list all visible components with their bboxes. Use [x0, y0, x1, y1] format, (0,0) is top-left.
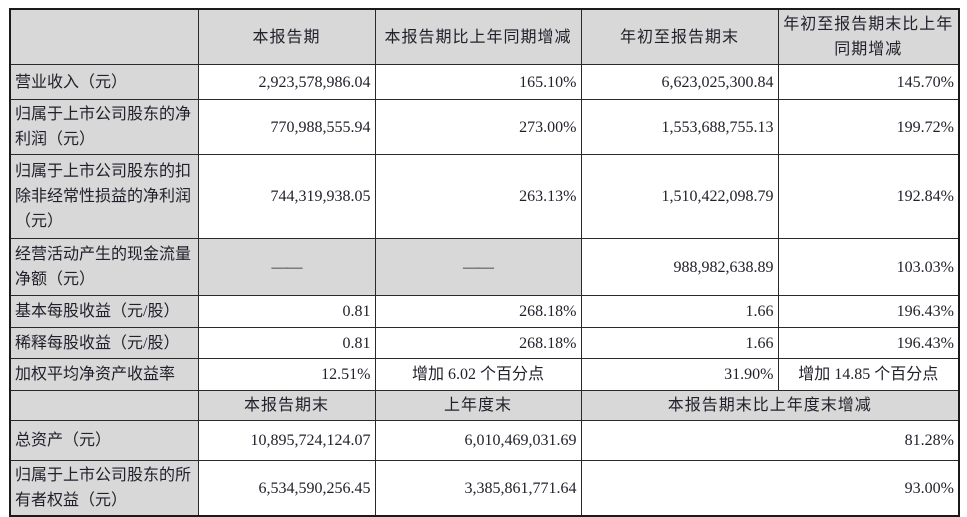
table-row-weighted-avg-roe: 加权平均净资产收益率 12.51% 增加 6.02 个百分点 31.90% 增加…: [9, 358, 960, 391]
header-yoy-change: 本报告期比上年同期增减: [374, 8, 582, 65]
header-corner-cell: [9, 390, 199, 421]
row-label: 营业收入（元）: [9, 64, 199, 100]
cell-value: 988,982,638.89: [580, 238, 779, 296]
cell-value: 192.84%: [777, 154, 960, 239]
cell-value: 145.70%: [777, 64, 960, 100]
cell-value: 81.28%: [580, 420, 960, 461]
row-label: 基本每股收益（元/股）: [9, 295, 199, 328]
row-label: 归属于上市公司股东的扣除非经常性损益的净利润（元）: [9, 154, 199, 239]
row-label: 加权平均净资产收益率: [9, 358, 199, 391]
cell-value: 10,895,724,124.07: [197, 420, 376, 461]
header-corner-cell: [9, 8, 199, 65]
cell-value: 2,923,578,986.04: [197, 64, 376, 100]
cell-value: 770,988,555.94: [197, 99, 376, 155]
table-row-operating-cash-flow: 经营活动产生的现金流量净额（元） —— —— 988,982,638.89 10…: [9, 238, 960, 296]
cell-value: 103.03%: [777, 238, 960, 296]
table-row-shareholders-equity: 归属于上市公司股东的所有者权益（元） 6,534,590,256.45 3,38…: [9, 460, 960, 517]
cell-value: 1.66: [580, 327, 779, 359]
cell-value: 199.72%: [777, 99, 960, 155]
cell-value: 1.66: [580, 295, 779, 328]
cell-value: 1,553,688,755.13: [580, 99, 779, 155]
table-row-net-profit: 归属于上市公司股东的净利润（元） 770,988,555.94 273.00% …: [9, 99, 960, 155]
cell-value: 165.10%: [374, 64, 582, 100]
cell-value: 744,319,938.05: [197, 154, 376, 239]
table-row-diluted-eps: 稀释每股收益（元/股） 0.81 268.18% 1.66 196.43%: [9, 327, 960, 359]
table-row-revenue: 营业收入（元） 2,923,578,986.04 165.10% 6,623,0…: [9, 64, 960, 100]
cell-value: 273.00%: [374, 99, 582, 155]
header-period-end-change: 本报告期末比上年度末增减: [580, 390, 960, 421]
cell-dash: ——: [197, 238, 376, 296]
cell-value: 6,623,025,300.84: [580, 64, 779, 100]
header-ytd-yoy-change: 年初至报告期末比上年同期增减: [777, 8, 960, 65]
header-row-period-end: 本报告期末 上年度末 本报告期末比上年度末增减: [9, 390, 960, 421]
table-row-basic-eps: 基本每股收益（元/股） 0.81 268.18% 1.66 196.43%: [9, 295, 960, 328]
cell-value: 93.00%: [580, 460, 960, 517]
cell-value: 6,010,469,031.69: [374, 420, 582, 461]
header-current-period: 本报告期: [197, 8, 376, 65]
table-row-total-assets: 总资产（元） 10,895,724,124.07 6,010,469,031.6…: [9, 420, 960, 461]
cell-value: 1,510,422,098.79: [580, 154, 779, 239]
cell-value: 6,534,590,256.45: [197, 460, 376, 517]
cell-value: 增加 6.02 个百分点: [374, 358, 582, 391]
row-label: 归属于上市公司股东的所有者权益（元）: [9, 460, 199, 517]
cell-value: 增加 14.85 个百分点: [777, 358, 960, 391]
cell-value: 31.90%: [580, 358, 779, 391]
row-label: 稀释每股收益（元/股）: [9, 327, 199, 359]
financial-summary-table-wrap: 本报告期 本报告期比上年同期增减 年初至报告期末 年初至报告期末比上年同期增减 …: [9, 8, 960, 517]
header-prior-year-end: 上年度末: [374, 390, 582, 421]
cell-value: 268.18%: [374, 327, 582, 359]
financial-summary-table: 本报告期 本报告期比上年同期增减 年初至报告期末 年初至报告期末比上年同期增减 …: [9, 8, 960, 517]
row-label: 经营活动产生的现金流量净额（元）: [9, 238, 199, 296]
cell-value: 12.51%: [197, 358, 376, 391]
cell-dash: ——: [374, 238, 582, 296]
cell-value: 263.13%: [374, 154, 582, 239]
table-row-net-profit-excl-nonrecurring: 归属于上市公司股东的扣除非经常性损益的净利润（元） 744,319,938.05…: [9, 154, 960, 239]
cell-value: 0.81: [197, 327, 376, 359]
header-row-period: 本报告期 本报告期比上年同期增减 年初至报告期末 年初至报告期末比上年同期增减: [9, 8, 960, 65]
cell-value: 268.18%: [374, 295, 582, 328]
header-period-end: 本报告期末: [197, 390, 376, 421]
cell-value: 196.43%: [777, 327, 960, 359]
header-ytd: 年初至报告期末: [580, 8, 779, 65]
row-label: 归属于上市公司股东的净利润（元）: [9, 99, 199, 155]
cell-value: 196.43%: [777, 295, 960, 328]
row-label: 总资产（元）: [9, 420, 199, 461]
cell-value: 0.81: [197, 295, 376, 328]
cell-value: 3,385,861,771.64: [374, 460, 582, 517]
